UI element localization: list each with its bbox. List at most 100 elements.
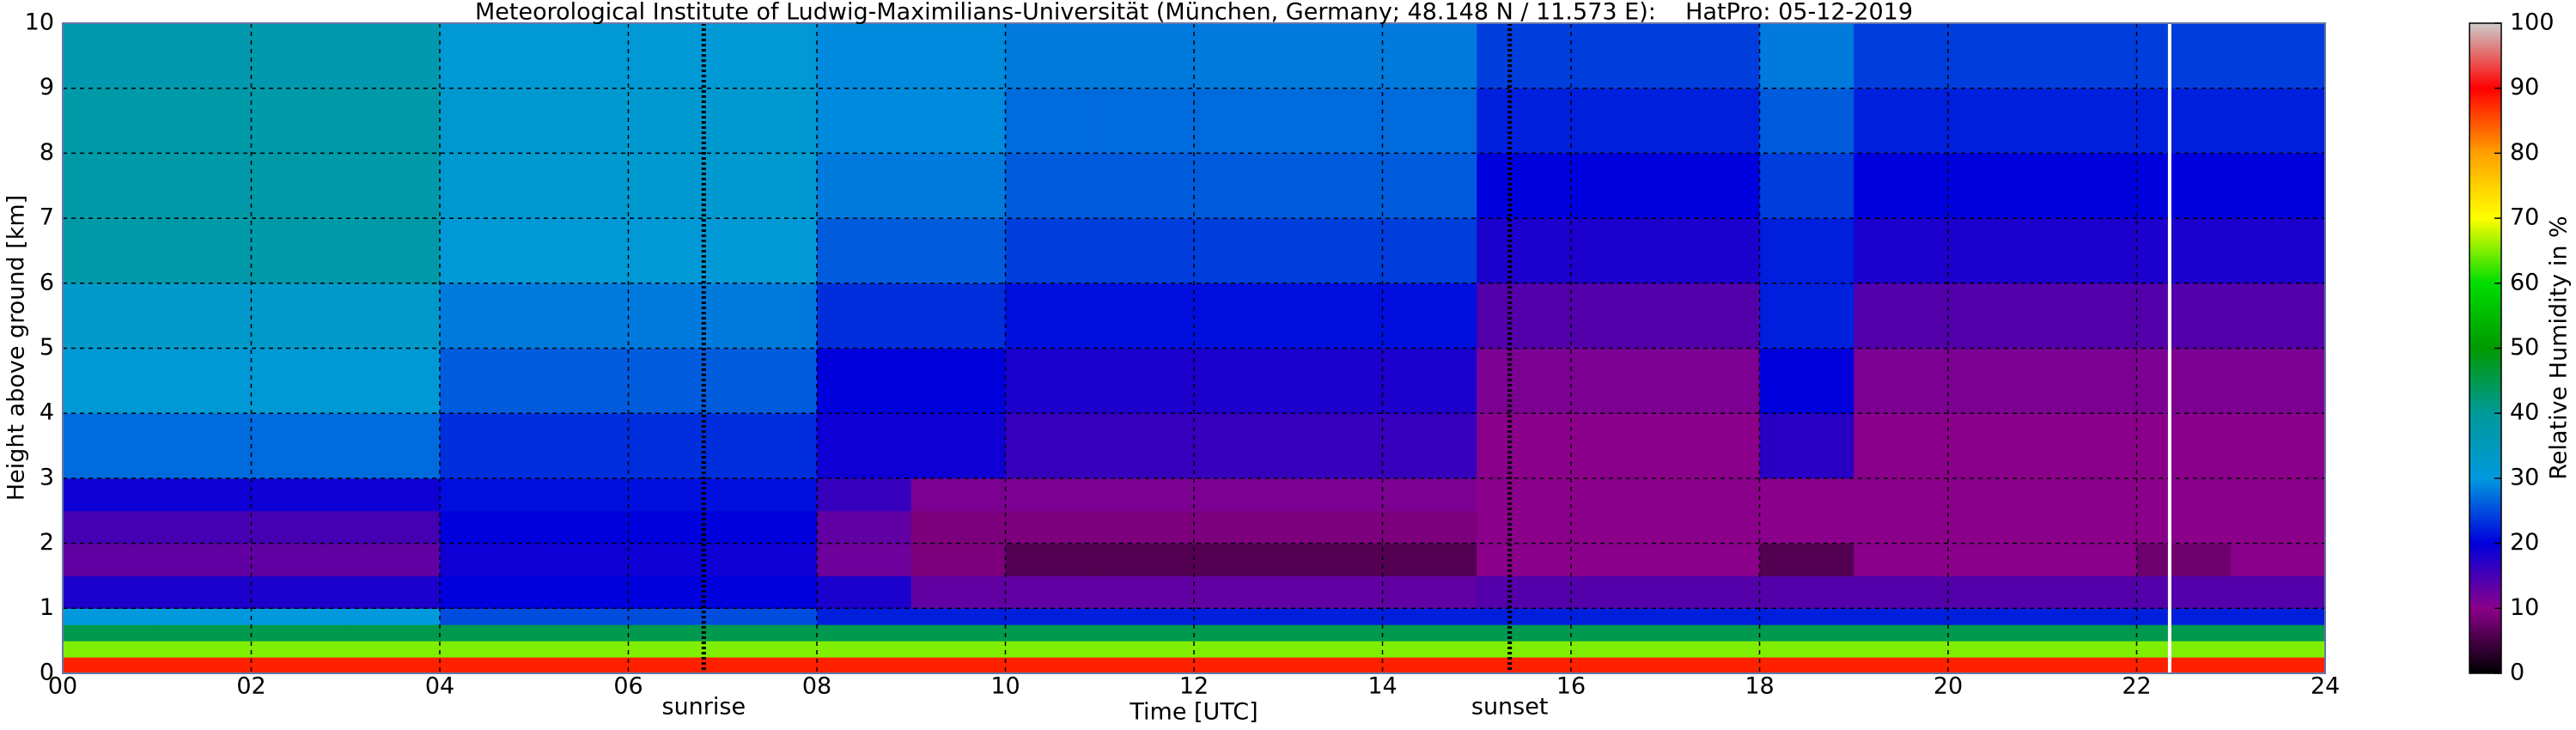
heatmap-cell bbox=[1288, 543, 1383, 576]
heatmap-cell bbox=[1288, 23, 1383, 89]
heatmap-cell bbox=[156, 641, 252, 658]
heatmap-cell bbox=[1571, 348, 1666, 414]
heatmap-cell bbox=[2231, 608, 2326, 625]
heatmap-cell bbox=[156, 218, 252, 284]
heatmap-cell bbox=[440, 608, 535, 625]
heatmap-cell bbox=[533, 218, 629, 284]
heatmap-cell bbox=[63, 657, 158, 674]
heatmap-cell bbox=[251, 641, 346, 658]
heatmap-cell bbox=[345, 413, 441, 479]
plot-frame bbox=[62, 22, 2326, 674]
heatmap-cell bbox=[2042, 283, 2137, 349]
heatmap-cell bbox=[722, 624, 818, 642]
heatmap-cell bbox=[722, 348, 818, 414]
heatmap-cell bbox=[2042, 153, 2137, 219]
heatmap-cell bbox=[1759, 348, 1854, 414]
heatmap-cell bbox=[63, 153, 158, 219]
heatmap-cell bbox=[533, 88, 629, 154]
heatmap-cell bbox=[1005, 153, 1100, 219]
heatmap-cell bbox=[1382, 608, 1477, 625]
heatmap-cell bbox=[2136, 88, 2232, 154]
heatmap-cell bbox=[2231, 23, 2326, 89]
heatmap-cell bbox=[1948, 413, 2043, 479]
heatmap-cell bbox=[1948, 641, 2043, 658]
heatmap-cell bbox=[251, 575, 346, 609]
x-axis-label: Time [UTC] bbox=[1129, 699, 1258, 726]
heatmap-cell bbox=[156, 413, 252, 479]
heatmap-cell bbox=[1288, 657, 1383, 674]
heatmap-cell bbox=[1288, 348, 1383, 414]
x-tick-label: 12 bbox=[1179, 673, 1209, 700]
heatmap-cell bbox=[440, 543, 535, 576]
heatmap-cell bbox=[63, 218, 158, 284]
heatmap-cell bbox=[1099, 23, 1195, 89]
heatmap-cell bbox=[817, 608, 912, 625]
heatmap-cell bbox=[1571, 283, 1666, 349]
heatmap-cell bbox=[1288, 283, 1383, 349]
heatmap-cell bbox=[722, 218, 818, 284]
heatmap-cell bbox=[1571, 413, 1666, 479]
heatmap-cell bbox=[1194, 413, 1289, 479]
heatmap-cell bbox=[910, 348, 1006, 414]
heatmap-cell bbox=[1665, 283, 1760, 349]
heatmap-cell bbox=[1948, 153, 2043, 219]
heatmap-cell bbox=[533, 23, 629, 89]
heatmap-cell bbox=[2042, 641, 2137, 658]
colorbar-tick-label: 10 bbox=[2510, 594, 2539, 621]
colorbar-tick-label: 100 bbox=[2510, 9, 2555, 36]
heatmap-cell bbox=[63, 413, 158, 479]
heatmap-cell bbox=[533, 478, 629, 512]
heatmap-cell bbox=[628, 543, 723, 576]
heatmap-cell bbox=[1477, 478, 1572, 512]
heatmap-cell bbox=[1759, 624, 1854, 642]
heatmap-cell bbox=[251, 348, 346, 414]
colorbar-tick-label: 40 bbox=[2510, 399, 2539, 426]
heatmap-cell bbox=[1665, 153, 1760, 219]
heatmap-cell bbox=[345, 153, 441, 219]
x-tick-label: 08 bbox=[802, 673, 831, 700]
heatmap-cell bbox=[1382, 543, 1477, 576]
colorbar-tick-label: 20 bbox=[2510, 529, 2539, 556]
heatmap-cell bbox=[63, 348, 158, 414]
heatmap-cell bbox=[910, 641, 1006, 658]
heatmap-cell bbox=[533, 641, 629, 658]
heatmap-cell bbox=[345, 88, 441, 154]
heatmap-cell bbox=[533, 348, 629, 414]
heatmap-cell bbox=[1194, 510, 1289, 544]
x-tick-label: 18 bbox=[1745, 673, 1774, 700]
heatmap-cell bbox=[1571, 641, 1666, 658]
heatmap-cell bbox=[1759, 543, 1854, 576]
heatmap-cell bbox=[2136, 283, 2232, 349]
heatmap-cell bbox=[628, 23, 723, 89]
heatmap-cell bbox=[1099, 478, 1195, 512]
heatmap-cell bbox=[1382, 218, 1477, 284]
heatmap-cell bbox=[1477, 348, 1572, 414]
heatmap-cell bbox=[628, 478, 723, 512]
heatmap-cell bbox=[1477, 608, 1572, 625]
heatmap-cell bbox=[1571, 510, 1666, 544]
heatmap-cell bbox=[1477, 543, 1572, 576]
heatmap-cell bbox=[817, 641, 912, 658]
heatmap-cell bbox=[1759, 510, 1854, 544]
heatmap-cell bbox=[1477, 575, 1572, 609]
heatmap-cell bbox=[1854, 23, 1949, 89]
heatmap-cell bbox=[2231, 88, 2326, 154]
y-tick-label: 3 bbox=[40, 464, 54, 490]
heatmap-cell bbox=[2136, 348, 2232, 414]
heatmap-cell bbox=[1571, 153, 1666, 219]
colorbar-tick-label: 90 bbox=[2510, 74, 2539, 100]
heatmap-cell bbox=[2231, 657, 2326, 674]
heatmap-cell bbox=[2231, 218, 2326, 284]
x-tick-label: 14 bbox=[1367, 673, 1397, 700]
heatmap-cell bbox=[910, 510, 1006, 544]
y-axis-label: Height above ground [km] bbox=[3, 195, 30, 501]
heatmap-cell bbox=[156, 88, 252, 154]
heatmap-cell bbox=[1759, 23, 1854, 89]
heatmap-cell bbox=[817, 153, 912, 219]
heatmap-cell bbox=[1288, 153, 1383, 219]
heatmap-cell bbox=[1005, 413, 1100, 479]
heatmap-cell bbox=[1948, 510, 2043, 544]
y-tick-label: 8 bbox=[40, 139, 54, 166]
heatmap-cell bbox=[2231, 510, 2326, 544]
